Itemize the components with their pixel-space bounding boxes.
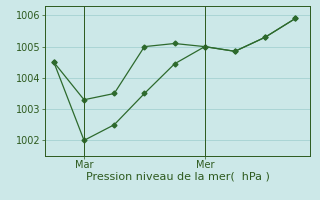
X-axis label: Pression niveau de la mer(  hPa ): Pression niveau de la mer( hPa ) <box>86 172 269 182</box>
